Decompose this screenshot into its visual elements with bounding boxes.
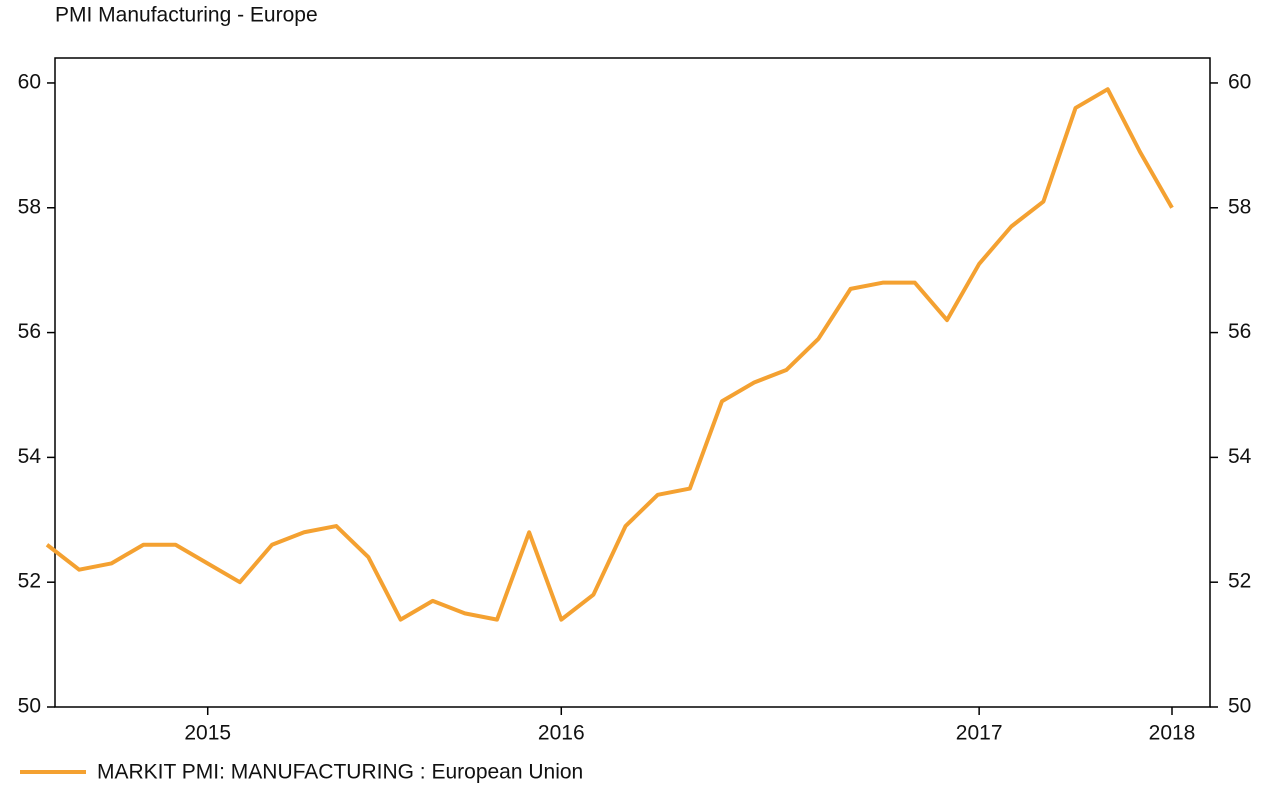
y2-tick-label: 54 bbox=[1228, 445, 1252, 468]
y-tick-label: 50 bbox=[18, 695, 41, 718]
y2-tick-label: 60 bbox=[1228, 71, 1251, 94]
y-tick-label: 56 bbox=[18, 320, 41, 343]
y2-tick-label: 58 bbox=[1228, 195, 1251, 218]
legend-label: MARKIT PMI: MANUFACTURING : European Uni… bbox=[97, 761, 583, 784]
y-tick-label: 58 bbox=[18, 195, 41, 218]
series-line bbox=[45, 87, 1174, 622]
x-tick-label: 2018 bbox=[1149, 722, 1196, 745]
y2-tick-label: 52 bbox=[1228, 570, 1251, 593]
y-tick-label: 60 bbox=[18, 71, 41, 94]
y2-tick-label: 50 bbox=[1228, 695, 1251, 718]
chart-title: PMI Manufacturing - Europe bbox=[55, 4, 318, 27]
plot-frame bbox=[54, 57, 1211, 708]
y2-tick-label: 56 bbox=[1228, 320, 1251, 343]
x-tick-label: 2016 bbox=[538, 722, 585, 745]
x-tick-label: 2017 bbox=[956, 722, 1003, 745]
x-tick-label: 2015 bbox=[184, 722, 231, 745]
y-tick-label: 54 bbox=[18, 445, 42, 468]
y-tick-label: 52 bbox=[18, 570, 41, 593]
